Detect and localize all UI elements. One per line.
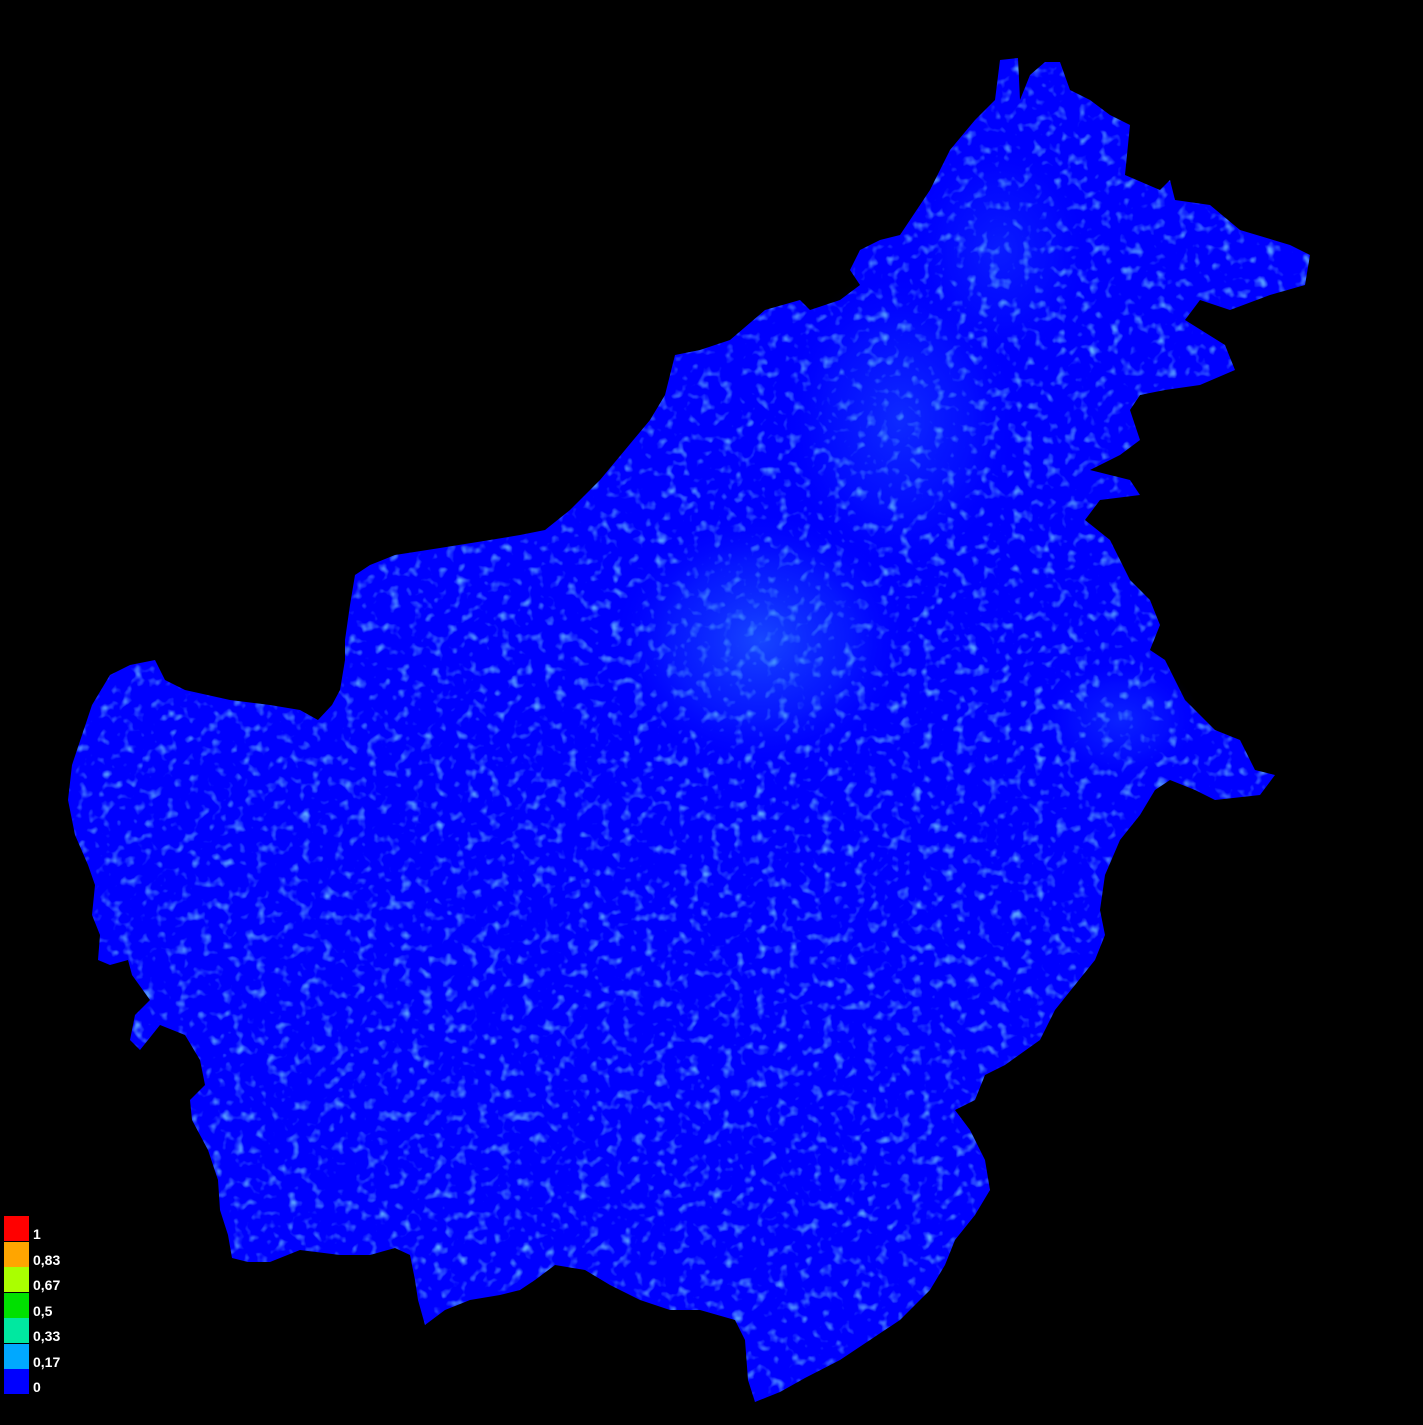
legend-item: 0,5 [4,1292,94,1319]
legend-item: 0 [4,1369,94,1395]
legend-swatch [4,1318,29,1343]
legend-swatch [4,1343,29,1369]
legend-swatch [4,1216,29,1241]
legend-swatch [4,1241,29,1267]
legend-item: 0,17 [4,1343,94,1370]
borneo-landmass [68,58,1310,1402]
legend-swatch [4,1292,29,1318]
legend-label: 0,33 [33,1328,61,1344]
legend-item: 0,83 [4,1241,94,1268]
highland-glow-east [1040,660,1200,780]
legend-item: 1 [4,1216,94,1242]
legend-label: 0,67 [33,1277,61,1293]
highland-glow-north [910,140,1090,360]
legend-label: 0,83 [33,1251,61,1268]
legend-item: 0,67 [4,1267,94,1293]
legend-swatch [4,1369,29,1394]
legend-label: 0,5 [33,1302,53,1319]
legend-label: 0,17 [33,1353,61,1370]
highland-glow-center [610,510,910,770]
legend-item: 0,33 [4,1318,94,1344]
legend-label: 0 [33,1379,41,1395]
legend: 1 0,83 0,67 0,5 0,33 0,17 0 [4,1216,94,1395]
legend-label: 1 [33,1226,41,1242]
legend-swatch [4,1267,29,1292]
